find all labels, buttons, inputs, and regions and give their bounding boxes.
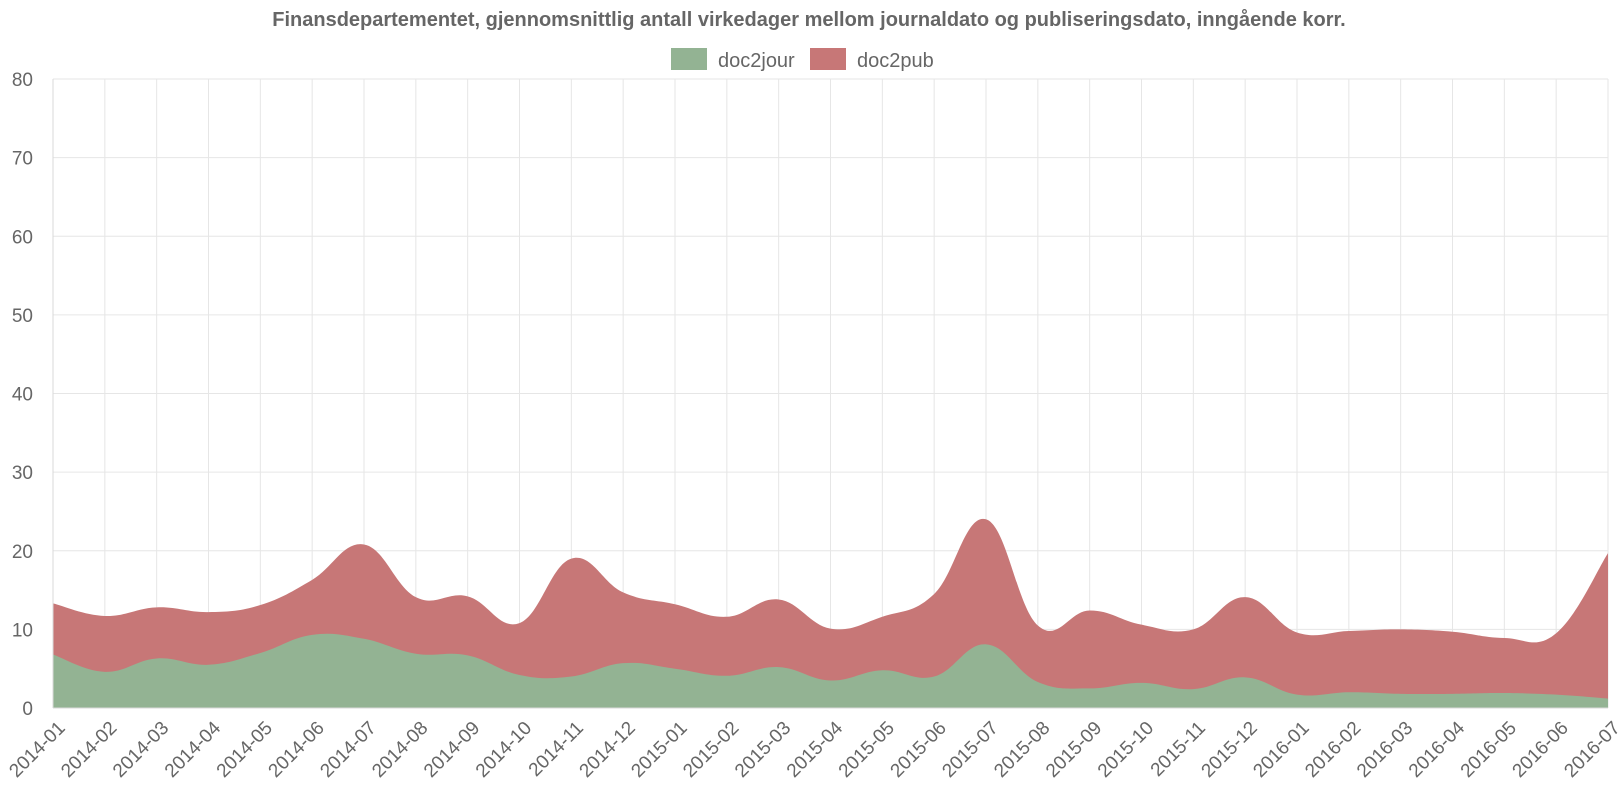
- legend-swatch-doc2jour: [671, 48, 707, 70]
- x-tick-label: 2014-06: [265, 718, 329, 782]
- x-tick-label: 2015-12: [1198, 718, 1262, 782]
- x-tick-label: 2016-06: [1509, 718, 1573, 782]
- x-tick-label: 2015-10: [1094, 718, 1158, 782]
- y-tick-label: 10: [12, 620, 33, 641]
- x-tick-label: 2015-03: [731, 718, 795, 782]
- x-tick-label: 2015-09: [1042, 718, 1106, 782]
- x-tick-label: 2014-05: [213, 718, 277, 782]
- legend-swatch-doc2pub: [810, 48, 846, 70]
- x-tick-label: 2014-07: [316, 718, 380, 782]
- y-tick-label: 0: [22, 699, 33, 720]
- x-tick-label: 2014-12: [576, 718, 640, 782]
- y-tick-label: 70: [12, 149, 33, 170]
- x-tick-label: 2015-05: [835, 718, 899, 782]
- legend-label-doc2jour: doc2jour: [718, 50, 795, 72]
- y-tick-label: 40: [12, 385, 33, 406]
- x-tick-label: 2014-04: [161, 717, 225, 781]
- y-tick-label: 20: [12, 542, 33, 563]
- x-tick-label: 2014-10: [472, 718, 536, 782]
- x-tick-label: 2016-03: [1353, 718, 1417, 782]
- x-tick-label: 2015-04: [783, 717, 847, 781]
- x-tick-label: 2016-01: [1249, 718, 1313, 782]
- legend-label-doc2pub: doc2pub: [857, 50, 934, 72]
- x-tick-label: 2015-06: [887, 718, 951, 782]
- x-tick-label: 2014-09: [420, 718, 484, 782]
- y-tick-label: 50: [12, 306, 33, 327]
- y-tick-label: 30: [12, 463, 33, 484]
- x-tick-label: 2015-11: [1147, 718, 1210, 781]
- series-area-doc2jour: [53, 633, 1608, 708]
- x-tick-label: 2015-07: [938, 718, 1002, 782]
- x-tick-label: 2016-04: [1405, 717, 1469, 781]
- x-tick-label: 2016-05: [1457, 718, 1521, 782]
- x-tick-label: 2014-03: [109, 718, 173, 782]
- plot-area: [53, 518, 1608, 708]
- x-tick-label: 2016-07: [1560, 718, 1619, 782]
- x-tick-label: 2015-08: [990, 718, 1054, 782]
- y-tick-label: 80: [12, 70, 33, 91]
- x-tick-label: 2014-01: [5, 718, 69, 782]
- x-tick-label: 2016-02: [1301, 718, 1365, 782]
- x-tick-label: 2015-02: [679, 718, 743, 782]
- x-tick-label: 2014-08: [368, 718, 432, 782]
- x-tick-label: 2014-02: [57, 718, 121, 782]
- y-tick-label: 60: [12, 227, 33, 248]
- grid: [52, 78, 1609, 709]
- legend: doc2jour doc2pub: [671, 48, 934, 72]
- x-tick-label: 2015-01: [627, 718, 691, 782]
- chart-title: Finansdepartementet, gjennomsnittlig ant…: [272, 8, 1346, 31]
- x-tick-label: 2014-11: [525, 718, 588, 781]
